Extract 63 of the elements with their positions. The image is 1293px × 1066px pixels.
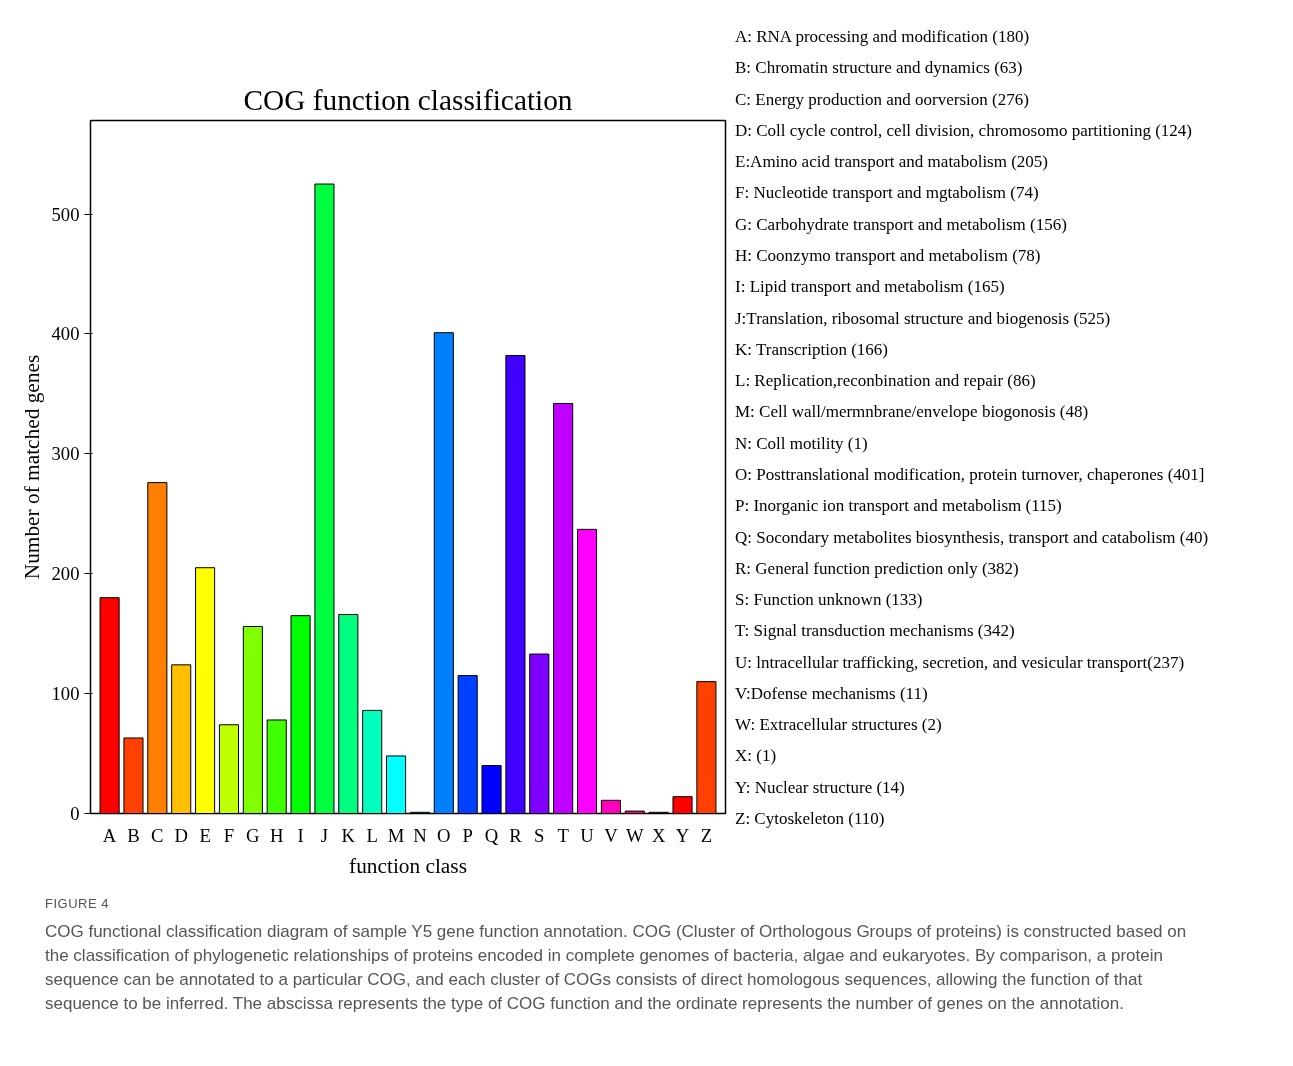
x-tick-label: A [102,824,117,846]
x-tick-label: U [580,824,595,846]
text: COG functional classification diagram of sample Y5 gene function annotation. COG (Cluster of Orthologous Groups of proteins) is constructed based on the classification of phylogenetic relationships of proteins encoded in complete genomes of bacteria, algae and eukaryotes. By comparison, a protein sequence can be annotated to a particular COG, and each cluster of COGs consists of direct homologous sequences, allowing the function of that sequence to be inferred. The abscissa represents the type of COG function and the ordinate represents the number of genes on the annotation. [45,920,1188,1015]
text: V:Dofense mechanisms (11) [735,682,929,705]
x-tick-label: L [366,824,378,846]
text: O: Posttranslational modification, protein turnover, chaperones (401] [735,463,1206,486]
y-tick-label: 100 [51,683,80,705]
text: Z: Cytoskeleton (110) [735,808,886,831]
text: T: Signal transduction mechanisms (342) [735,620,1016,643]
x-tick-label: S [534,824,545,846]
text: M: Cell wall/mermnbrane/envelope biogonosis (48) [735,401,1090,424]
x-tick-label: X [651,824,666,846]
text: J:Translation, ribosomal structure and biogenosis (525) [735,307,1112,330]
x-tick-label: T [557,824,570,846]
text: D: Coll cycle control, cell division, chromosomo partitioning (124) [735,119,1194,142]
y-tick-label: 0 [70,803,80,824]
x-tick-label: I [297,824,304,846]
text: K: Transcription (166) [735,338,889,361]
text: L: Replication,reconbination and repair (86) [735,370,1037,393]
text: X: (1) [735,745,778,768]
text: S: Function unknown (133) [735,589,924,612]
x-tick-label: J [320,824,329,846]
text: Y: Nuclear structure (14) [735,776,906,799]
text: N: Coll motility (1) [735,432,869,455]
y-tick-label: 300 [51,443,80,465]
x-tick-label: C [151,824,164,846]
x-tick-label: Y [675,824,690,846]
text: U: lntracellular trafficking, secretion, and vesicular transport(237) [735,651,1186,674]
text: P: Inorganic ion transport and metabolism (115) [735,495,1063,518]
x-tick-label: W [625,824,644,846]
text: E:Amino acid transport and matabolism (205) [735,151,1049,174]
text: C: Energy production and oorversion (276) [735,88,1030,111]
x-tick-label: K [341,824,356,846]
chart-title: COG function classification [243,83,573,116]
x-tick-label: Z [700,824,713,846]
x-tick-label: E [199,824,211,846]
y-tick-label: 200 [51,563,80,585]
x-tick-label: O [437,824,451,846]
x-tick-label: Q [484,824,499,846]
x-tick-label: G [246,824,260,846]
text: B: Chromatin structure and dynamics (63) [735,57,1024,80]
text: I: Lipid transport and metabolism (165) [735,276,1006,299]
x-tick-label: B [127,824,140,846]
x-tick-label: M [387,824,405,846]
x-tick-label: P [462,824,473,846]
x-tick-label: V [604,824,619,846]
caption: FIGURE 4 [45,895,110,913]
text: W: Extracellular structures (2) [735,714,943,737]
text: Q: Socondary metabolites biosynthesis, transport and catabolism (40) [735,526,1209,549]
text: H: Coonzymo transport and metabolism (78) [735,244,1042,267]
text: F: Nucleotide transport and mgtabolism (74) [735,182,1040,205]
x-tick-label: R [509,824,523,846]
x-tick-label: D [174,824,188,846]
text: G: Carbohydrate transport and metabolism (156) [735,213,1068,236]
x-tick-label: N [413,824,428,846]
x-tick-label: F [223,824,235,846]
text: A: RNA processing and modification (180) [735,26,1031,48]
text: R: General function prediction only (382) [735,557,1020,580]
y-axis-title: Number of matched genes [19,354,44,580]
x-axis-title: function class [349,853,467,878]
y-tick-label: 400 [51,323,80,345]
y-tick-label: 500 [51,203,80,225]
x-tick-label: H [269,824,284,846]
